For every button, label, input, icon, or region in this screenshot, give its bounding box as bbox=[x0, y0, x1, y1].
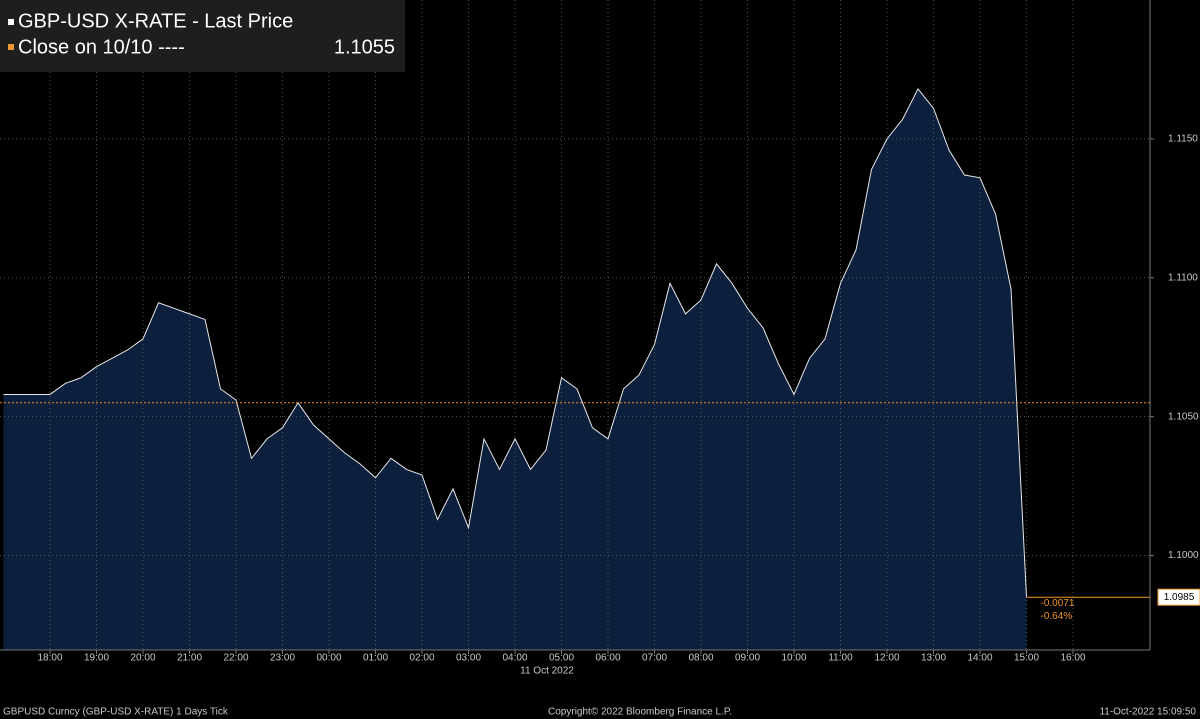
legend-marker bbox=[8, 19, 14, 25]
legend-value: 1.1055 bbox=[334, 36, 395, 58]
change-pct-label: -0.64% bbox=[1041, 611, 1073, 622]
change-label: -0.0071 bbox=[1041, 598, 1075, 609]
price-line bbox=[3, 87, 1027, 598]
x-tick-label: 21:00 bbox=[177, 653, 202, 664]
x-tick-label: 22:00 bbox=[223, 653, 248, 664]
x-tick-label: 06:00 bbox=[595, 653, 620, 664]
last-price-box bbox=[1157, 588, 1200, 606]
footer-center: Copyright© 2022 Bloomberg Finance L.P. bbox=[548, 707, 732, 718]
legend-box bbox=[0, 0, 405, 72]
x-tick-label: 09:00 bbox=[735, 653, 760, 664]
date-label: 11 Oct 2022 bbox=[520, 666, 574, 677]
plot bbox=[0, 0, 1150, 650]
x-tick-label: 08:00 bbox=[688, 653, 713, 664]
x-tick-label: 18:00 bbox=[37, 653, 62, 664]
x-tick-label: 12:00 bbox=[874, 653, 899, 664]
last-price-label: 1.0985 bbox=[1164, 592, 1195, 603]
x-tick-label: 11:00 bbox=[828, 653, 853, 664]
area bbox=[3, 88, 1027, 650]
legend-label: Close on 10/10 ---- bbox=[18, 36, 185, 58]
x-tick-label: 03:00 bbox=[456, 653, 481, 664]
x-tick-label: 07:00 bbox=[642, 653, 667, 664]
y-tick-label: 1.1000 bbox=[1168, 550, 1199, 561]
footer-right: 11-Oct-2022 15:09:50 bbox=[1099, 707, 1196, 718]
x-tick-label: 04:00 bbox=[502, 653, 527, 664]
x-tick-label: 00:00 bbox=[316, 653, 341, 664]
y-tick-label: 1.1150 bbox=[1168, 134, 1198, 145]
x-tick-label: 13:00 bbox=[921, 653, 946, 664]
x-tick-label: 23:00 bbox=[270, 653, 295, 664]
x-tick-label: 15:00 bbox=[1014, 653, 1039, 664]
x-tick-label: 14:00 bbox=[967, 653, 992, 664]
footer-left: GBPUSD Curncy (GBP-USD X-RATE) 1 Days Ti… bbox=[3, 707, 229, 718]
legend-marker bbox=[8, 44, 14, 50]
x-tick-label: 02:00 bbox=[409, 653, 434, 664]
x-tick-label: 19:00 bbox=[84, 653, 109, 664]
x-tick-label: 20:00 bbox=[130, 653, 155, 664]
x-tick-label: 01:00 bbox=[363, 653, 388, 664]
x-tick-label: 05:00 bbox=[549, 653, 574, 664]
y-tick-label: 1.1100 bbox=[1168, 272, 1198, 283]
legend-label: GBP-USD X-RATE - Last Price bbox=[18, 10, 293, 32]
x-tick-label: 10:00 bbox=[781, 653, 806, 664]
y-tick-label: 1.1050 bbox=[1168, 411, 1199, 422]
x-tick-label: 16:00 bbox=[1060, 653, 1085, 664]
